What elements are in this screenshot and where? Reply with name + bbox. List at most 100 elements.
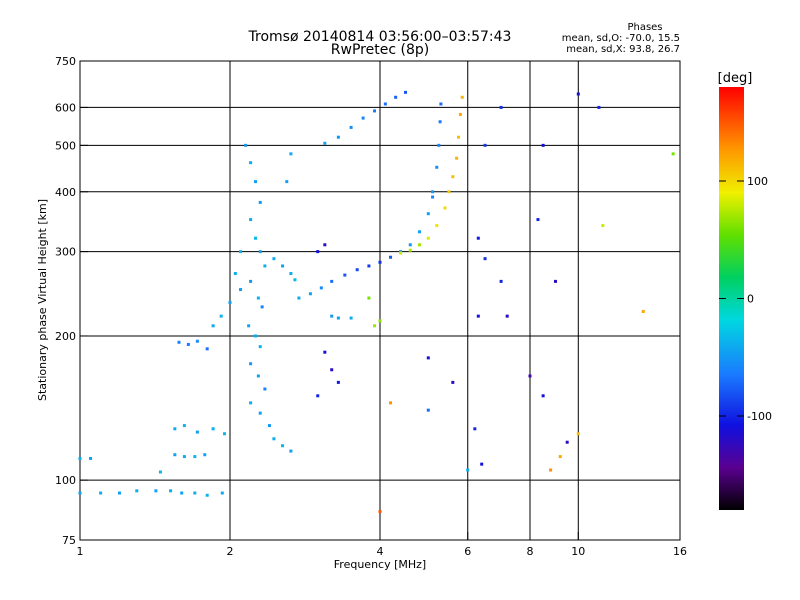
data-point (443, 206, 447, 210)
data-point (597, 105, 601, 109)
data-point (330, 314, 334, 318)
data-point (249, 362, 253, 366)
data-point (260, 305, 264, 309)
x-tick-label: 8 (527, 545, 534, 558)
data-point (378, 510, 382, 514)
y-tick-label: 400 (55, 186, 76, 199)
data-point (249, 401, 253, 405)
data-point (641, 309, 645, 313)
data-point (267, 424, 271, 428)
data-point (528, 374, 532, 378)
data-point (565, 440, 569, 444)
data-point (289, 272, 293, 276)
data-point (483, 143, 487, 147)
data-point (253, 180, 257, 184)
data-point (361, 116, 365, 120)
x-tick-label: 2 (227, 545, 234, 558)
data-point (483, 257, 487, 261)
y-tick-label: 200 (55, 330, 76, 343)
data-point (417, 243, 421, 247)
data-point (203, 453, 207, 457)
data-point (258, 411, 262, 415)
data-point (186, 342, 190, 346)
data-point (431, 190, 435, 194)
axis-ticks: 1 2 4 6 8 10 16 75 100 200 300 400 500 600 750 (55, 55, 687, 558)
data-point (228, 300, 232, 304)
data-point (182, 455, 186, 459)
x-tick-label: 10 (571, 545, 585, 558)
data-point (258, 200, 262, 204)
data-point (239, 250, 243, 254)
colorbar-tick-label: 0 (747, 293, 754, 306)
data-point (378, 319, 382, 323)
colorbar-tick-label: -100 (747, 410, 772, 423)
data-point (536, 218, 540, 222)
phases-line-o: mean, sd,O: -70.0, 15.5 (562, 33, 680, 44)
data-point (541, 143, 545, 147)
data-point (173, 453, 177, 457)
data-point (601, 224, 605, 228)
data-point (408, 243, 412, 247)
data-point (99, 491, 103, 495)
colorbar-tick-label: 100 (747, 175, 768, 188)
data-point (205, 493, 209, 497)
data-point (78, 491, 82, 495)
data-point (239, 288, 243, 292)
data-point (383, 102, 387, 106)
data-point (249, 161, 253, 165)
data-point (244, 143, 248, 147)
data-point (323, 243, 327, 247)
data-point (336, 316, 340, 320)
data-point (451, 380, 455, 384)
data-point (349, 125, 353, 129)
data-point (435, 165, 439, 169)
data-point (330, 368, 334, 372)
data-point (435, 224, 439, 228)
y-tick-label: 300 (55, 246, 76, 259)
data-point (323, 141, 327, 145)
data-point (373, 109, 377, 113)
data-point (281, 264, 285, 268)
x-tick-label: 6 (464, 545, 471, 558)
data-point (408, 248, 412, 252)
y-tick-label: 100 (55, 474, 76, 487)
data-point (293, 278, 297, 282)
data-point (499, 279, 503, 283)
data-point (426, 212, 430, 216)
data-point (378, 260, 382, 264)
data-point (576, 432, 580, 436)
data-point (373, 324, 377, 328)
data-point (473, 427, 477, 431)
data-point (182, 424, 186, 428)
data-point (289, 152, 293, 156)
data-point (308, 292, 312, 296)
y-tick-label: 500 (55, 139, 76, 152)
data-point (455, 156, 459, 160)
data-point (297, 296, 301, 300)
data-point (285, 180, 289, 184)
data-point (289, 449, 293, 453)
data-point (505, 314, 509, 318)
y-tick-label: 600 (55, 101, 76, 114)
data-point (671, 152, 675, 156)
data-point (451, 175, 455, 179)
data-point (426, 236, 430, 240)
data-point (258, 250, 262, 254)
data-point (219, 314, 223, 318)
data-point (256, 296, 260, 300)
data-point (576, 92, 580, 96)
data-point (367, 296, 371, 300)
data-point (205, 347, 209, 351)
data-point (349, 316, 353, 320)
data-point (117, 491, 121, 495)
data-point (330, 279, 334, 283)
data-point (211, 427, 215, 431)
data-point (553, 279, 557, 283)
data-point (272, 437, 276, 441)
data-point (389, 401, 393, 405)
data-point (437, 143, 441, 147)
x-tick-label: 1 (77, 545, 84, 558)
data-point (220, 491, 224, 495)
data-point (169, 489, 173, 493)
